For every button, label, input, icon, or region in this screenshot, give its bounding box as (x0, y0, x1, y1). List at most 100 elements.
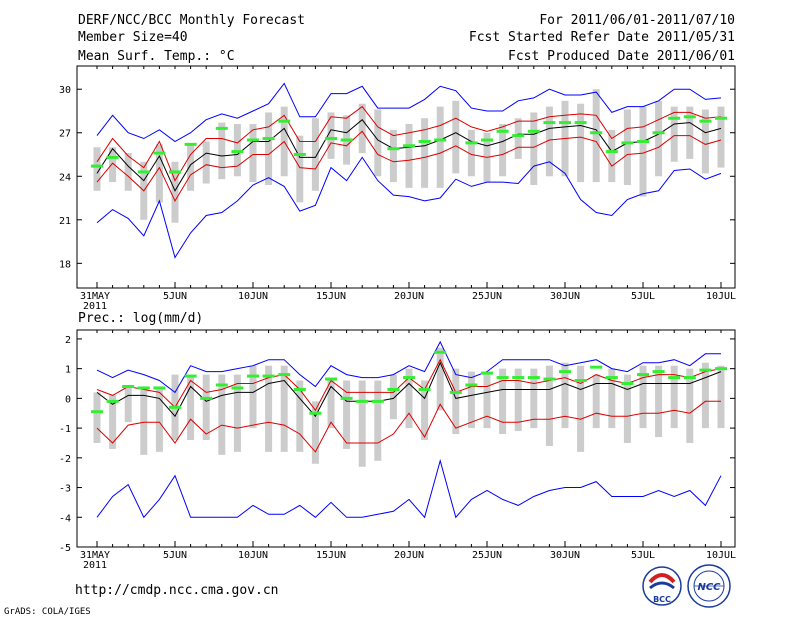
spread-box (436, 106, 444, 188)
observed-marker (231, 150, 244, 154)
observed-marker (605, 376, 618, 380)
spread-box (639, 106, 647, 197)
observed-marker (371, 399, 384, 403)
spread-box (545, 106, 553, 177)
observed-marker (683, 115, 696, 119)
x-year-label: 2011 (83, 301, 107, 312)
spread-box (155, 386, 163, 452)
observed-marker (434, 138, 447, 142)
observed-marker (106, 155, 119, 159)
spread-box (327, 380, 335, 429)
observed-marker (527, 376, 540, 380)
spread-box (686, 368, 694, 443)
precipitation-panel: -5 -4 -3 -2 -1 0 1 2 31MAY 5JUN 10JUN 15JUN 20JUN 25J… (59, 329, 736, 571)
spread-box (577, 103, 585, 183)
spread-box (202, 141, 210, 184)
observed-marker (231, 386, 244, 390)
spread-box (202, 374, 210, 440)
observed-marker (403, 376, 415, 380)
observed-marker (621, 141, 634, 145)
spread-box (374, 380, 382, 461)
spread-box (639, 365, 647, 429)
spread-box (187, 144, 195, 191)
observed-marker (309, 411, 322, 415)
y-tick-label: 0 (65, 394, 71, 405)
observed-marker (184, 142, 197, 146)
observed-marker (496, 376, 509, 380)
spread-box (374, 109, 382, 177)
y-tick-label: 27 (59, 129, 71, 140)
spread-box (670, 365, 678, 429)
spread-box (280, 365, 288, 452)
observed-marker (699, 119, 712, 123)
spread-box (436, 347, 444, 411)
observed-marker (434, 350, 447, 354)
observed-marker (481, 371, 493, 375)
lower-line (96, 400, 721, 453)
observed-marker (200, 396, 213, 400)
max-line (96, 82, 722, 143)
spread-box (717, 106, 725, 168)
x-tick-label: 15JUN (316, 550, 346, 561)
observed-marker (387, 387, 400, 391)
observed-marker (247, 374, 259, 378)
x-tick-label: 31MAY (80, 550, 110, 561)
observed-marker (262, 374, 275, 378)
spread-box (655, 365, 663, 438)
observed-marker (325, 377, 337, 381)
x-tick-label: 20JUN (394, 550, 424, 561)
observed-marker (652, 370, 665, 374)
spread-box (545, 365, 553, 446)
spread-box (561, 362, 569, 429)
spread-box (499, 124, 507, 177)
spread-box (311, 401, 319, 464)
y-tick-label: 30 (59, 85, 71, 96)
y-tick-label: 24 (59, 172, 71, 183)
x-tick-label: 10JUL (706, 291, 736, 302)
spread-box (109, 395, 117, 449)
observed-marker (683, 376, 696, 380)
spread-box (358, 103, 366, 154)
spread-box (187, 374, 195, 440)
spread-box (249, 365, 257, 429)
x-tick-label: 10JUN (238, 550, 268, 561)
observed-marker (605, 150, 618, 154)
observed-marker (559, 121, 571, 125)
observed-marker (293, 387, 306, 391)
bcc-logo: BCC (642, 566, 682, 606)
observed-marker (122, 384, 135, 388)
observed-marker (356, 399, 369, 403)
spread-box (530, 112, 538, 185)
observed-marker (668, 116, 681, 120)
spread-box (452, 368, 460, 435)
observed-marker (715, 116, 727, 120)
spread-box (218, 122, 226, 180)
spread-box (421, 118, 429, 188)
source-url[interactable]: http://cmdp.ncc.cma.gov.cn (75, 583, 279, 598)
observed-marker (137, 170, 150, 174)
spread-box (343, 380, 351, 449)
plot-frame (76, 329, 736, 548)
observed-marker (621, 382, 634, 386)
x-tick-label: 30JUN (550, 291, 580, 302)
temperature-panel-title: Mean Surf. Temp.: °C (78, 49, 235, 64)
observed-marker (215, 383, 228, 387)
spread-box (623, 374, 631, 443)
observed-marker (387, 147, 400, 151)
spread-box (155, 144, 163, 203)
observed-marker (278, 373, 291, 377)
observed-marker (91, 164, 103, 168)
ncc-logo: NCC (687, 564, 731, 608)
observed-marker (153, 386, 166, 390)
y-tick-label: -1 (59, 424, 71, 435)
observed-marker (512, 134, 525, 138)
observed-marker (340, 138, 353, 142)
observed-marker (169, 170, 181, 174)
spread-box (93, 392, 101, 443)
min-line (96, 458, 722, 519)
spread-box (686, 106, 694, 159)
observed-marker (169, 405, 181, 409)
min-line (96, 156, 722, 259)
observed-marker (496, 129, 509, 133)
spread-box (514, 368, 522, 432)
